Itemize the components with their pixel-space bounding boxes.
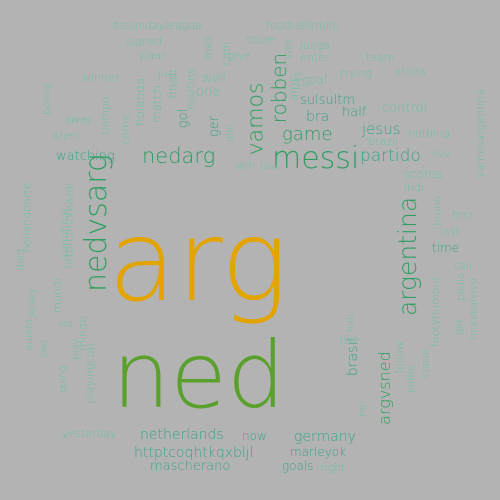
word: signed <box>126 35 163 48</box>
word: going <box>57 365 69 393</box>
word: nothing <box>408 127 450 140</box>
word: final <box>165 73 180 99</box>
word: vamos <box>243 82 269 156</box>
word: juega <box>300 39 331 52</box>
word: dlin <box>225 123 237 143</box>
word: jersey <box>27 287 39 319</box>
word: game <box>282 124 333 145</box>
word: yesterday <box>62 427 117 440</box>
word: playingcup <box>83 343 97 404</box>
word: half <box>342 105 367 120</box>
word: score <box>246 33 276 46</box>
word: bra <box>306 109 330 125</box>
word: nedarg <box>142 144 216 168</box>
word: get <box>454 318 466 336</box>
word: marleyok <box>290 445 347 459</box>
word: give <box>228 49 251 62</box>
word: argvsned <box>374 351 394 425</box>
word: mundialvivo <box>468 278 480 340</box>
word: gol <box>176 108 192 129</box>
word: well <box>202 71 226 85</box>
word: vlaar <box>138 49 166 62</box>
word: hol <box>357 401 369 417</box>
word: first <box>452 209 474 222</box>
word: httptcoqhtkqxbljl <box>134 445 254 461</box>
word: jesus <box>362 120 401 138</box>
word: holanda <box>133 77 148 127</box>
word: arg <box>108 197 288 327</box>
word: time <box>432 241 460 255</box>
word: follow <box>393 341 407 374</box>
word: ger <box>207 115 223 138</box>
word: ned <box>112 322 286 429</box>
word: one <box>196 85 221 100</box>
word: away <box>64 113 93 126</box>
word: can <box>454 261 472 272</box>
word: scores <box>404 167 443 181</box>
word: indi <box>404 181 425 194</box>
word: messi <box>272 141 360 176</box>
word: mex <box>201 35 215 60</box>
word: enter <box>300 51 330 64</box>
word: vamosargentina <box>473 89 487 178</box>
word: clasie <box>420 348 432 378</box>
word: goal <box>302 73 328 87</box>
word: sulsultm <box>300 93 356 108</box>
word: paulo <box>455 273 467 301</box>
word: ahora <box>394 65 426 78</box>
word: winner <box>82 71 120 84</box>
word: partido <box>360 146 421 166</box>
word: arjen <box>52 129 81 142</box>
word: come <box>118 114 132 145</box>
word: quiero <box>23 319 35 351</box>
word: trying <box>340 67 372 80</box>
word: netherlands <box>140 427 224 443</box>
word: win <box>236 159 256 172</box>
word: httptcorzveazqi <box>62 182 76 269</box>
word: hollandparte <box>20 182 34 253</box>
word: last <box>440 225 460 238</box>
word: germany <box>294 429 356 445</box>
word: live <box>432 149 450 160</box>
word: footyhumour <box>429 275 443 348</box>
word: nedvsarg <box>79 153 115 293</box>
word: mundi <box>50 278 64 313</box>
word: sao <box>38 340 50 358</box>
word: pidho <box>405 365 417 393</box>
word: martins <box>184 68 198 111</box>
word: lets <box>293 71 305 91</box>
word: boring <box>41 83 53 115</box>
word: van <box>281 39 295 60</box>
word: vía <box>58 319 73 330</box>
word: footballltrolls <box>266 19 338 32</box>
word: argentina <box>393 196 423 317</box>
word: bruno <box>432 196 444 226</box>
word: itssundayleague <box>112 19 202 32</box>
word: brazil <box>368 135 399 148</box>
word: now <box>242 429 267 443</box>
word: match <box>149 85 164 123</box>
word: cdm <box>219 41 233 66</box>
word: right <box>320 461 346 474</box>
word: team <box>366 51 395 64</box>
word: tiempo <box>98 96 112 135</box>
word: just <box>158 67 179 80</box>
word: dont <box>15 247 27 271</box>
word: control <box>382 101 428 116</box>
word: mascherano <box>150 459 231 474</box>
word: like <box>340 333 359 346</box>
word: usa <box>260 161 278 172</box>
word: min <box>345 313 357 333</box>
word: watching <box>56 149 115 164</box>
word: goals <box>282 459 314 473</box>
